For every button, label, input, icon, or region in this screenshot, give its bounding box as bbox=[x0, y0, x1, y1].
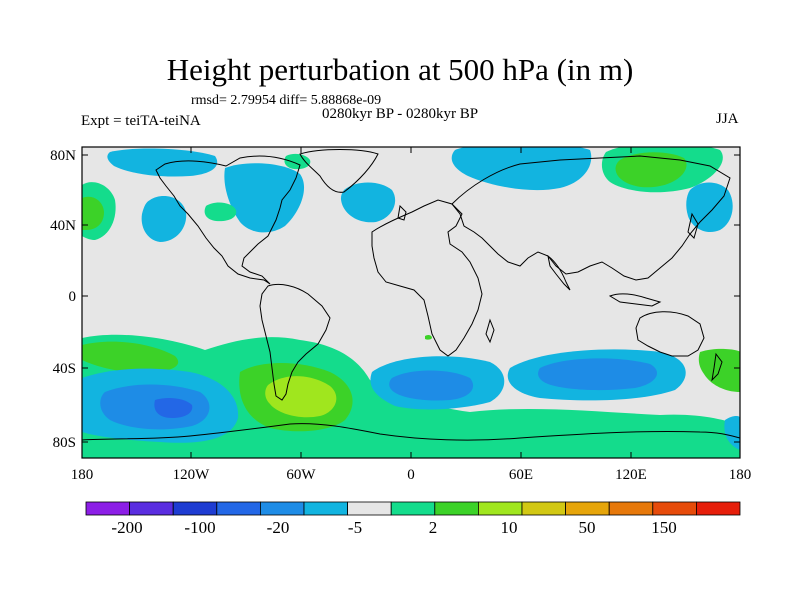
lon-label-120e: 120E bbox=[615, 467, 647, 483]
colorbar-swatch-3 bbox=[216, 501, 261, 516]
contour-kamchatka-blue bbox=[686, 182, 733, 233]
contour-field bbox=[82, 147, 740, 458]
lat-label-40s: 40S bbox=[53, 361, 76, 377]
cb-label-neg5: -5 bbox=[348, 518, 362, 537]
latitude-labels: 80N 40N 0 40S 80S bbox=[50, 148, 76, 451]
coast-greenland bbox=[299, 149, 379, 193]
coast-new-zealand bbox=[711, 352, 723, 382]
contour-southern-yellowgreen bbox=[265, 376, 337, 418]
cb-label-neg100: -100 bbox=[184, 518, 215, 537]
lon-label-180e: 180 bbox=[729, 467, 752, 483]
axis-ticks bbox=[82, 147, 740, 458]
coastlines bbox=[82, 149, 740, 441]
contour-southern-green-pacific bbox=[82, 341, 179, 373]
colorbar-swatch-11 bbox=[565, 501, 610, 516]
contour-south-pacific-darkblue bbox=[154, 397, 193, 418]
lon-label-60e: 60E bbox=[509, 467, 533, 483]
coast-madagascar bbox=[485, 318, 495, 344]
cb-label-150: 150 bbox=[651, 518, 677, 537]
lat-label-0: 0 bbox=[69, 289, 77, 305]
contour-europe-blue bbox=[340, 182, 396, 223]
colorbar-swatch-12 bbox=[608, 501, 654, 516]
contour-equatorial-atlantic-dot bbox=[425, 334, 432, 340]
coast-asia bbox=[451, 155, 731, 281]
lon-label-120w: 120W bbox=[173, 467, 211, 483]
longitude-labels: 180 120W 60W 0 60E 120E 180 bbox=[71, 467, 752, 483]
season-label: JJA bbox=[716, 111, 739, 127]
contour-far-southeast-blue bbox=[724, 415, 740, 450]
map-frame bbox=[81, 146, 741, 459]
colorbar-swatch-6 bbox=[347, 501, 392, 516]
coast-south-america bbox=[259, 283, 331, 401]
lat-label-40n: 40N bbox=[50, 218, 76, 234]
contour-siberia-blue bbox=[451, 147, 592, 191]
colorbar-swatch-13 bbox=[652, 501, 697, 516]
contour-north-america-blue bbox=[224, 163, 305, 233]
coast-antarctica bbox=[82, 423, 740, 441]
experiment-label: Expt = teiTA-teiNA bbox=[81, 113, 201, 129]
cb-label-neg200: -200 bbox=[111, 518, 142, 537]
colorbar-swatch-5 bbox=[303, 501, 348, 516]
contour-greenland-teal bbox=[284, 153, 311, 170]
lat-label-80n: 80N bbox=[50, 148, 76, 164]
lon-label-0: 0 bbox=[407, 467, 415, 483]
colorbar-swatch-4 bbox=[259, 501, 305, 516]
coast-indonesia bbox=[608, 293, 662, 307]
contour-north-pacific-blue bbox=[141, 196, 187, 242]
cb-label-2: 2 bbox=[429, 518, 438, 537]
coast-europe-africa bbox=[371, 199, 483, 357]
colorbar-labels: -200 -100 -20 -5 2 10 50 150 bbox=[111, 518, 676, 537]
colorbar-swatch-0 bbox=[85, 501, 130, 516]
contour-arctic-canada-blue bbox=[107, 148, 218, 177]
coast-australia bbox=[635, 311, 705, 357]
colorbar-swatch-2 bbox=[172, 501, 218, 516]
contour-atlantic-teal bbox=[204, 202, 237, 222]
colorbar-swatch-14 bbox=[696, 501, 741, 516]
colorbar-swatch-9 bbox=[477, 501, 523, 516]
colorbar-swatch-10 bbox=[521, 501, 566, 516]
cb-label-50: 50 bbox=[579, 518, 596, 537]
rmsd-diff-stats: rmsd= 2.79954 diff= 5.88868e-09 bbox=[191, 93, 382, 108]
time-period-label: 0280kyr BP - 0280kyr BP bbox=[322, 106, 479, 122]
coast-uk bbox=[397, 204, 407, 221]
contour-east-asia-green bbox=[615, 152, 687, 188]
cb-label-10: 10 bbox=[501, 518, 518, 537]
figure-title: Height perturbation at 500 hPa (in m) bbox=[166, 52, 634, 87]
contour-northwest-green bbox=[82, 196, 104, 230]
cb-label-neg20: -20 bbox=[267, 518, 290, 537]
colorbar-swatch-8 bbox=[434, 501, 479, 516]
contour-south-indian-midblue bbox=[538, 358, 658, 391]
colorbar-swatch-7 bbox=[390, 501, 436, 516]
coast-india bbox=[547, 254, 571, 291]
contour-south-atlantic-midblue bbox=[389, 370, 474, 401]
colorbar-swatch-1 bbox=[129, 501, 174, 516]
coast-north-america bbox=[155, 155, 301, 285]
contour-southern-teal-band bbox=[82, 334, 740, 458]
coast-japan bbox=[687, 212, 699, 239]
colorbar bbox=[85, 501, 741, 516]
lat-label-80s: 80S bbox=[53, 435, 76, 451]
lon-label-60w: 60W bbox=[286, 467, 316, 483]
lon-label-180w: 180 bbox=[71, 467, 94, 483]
